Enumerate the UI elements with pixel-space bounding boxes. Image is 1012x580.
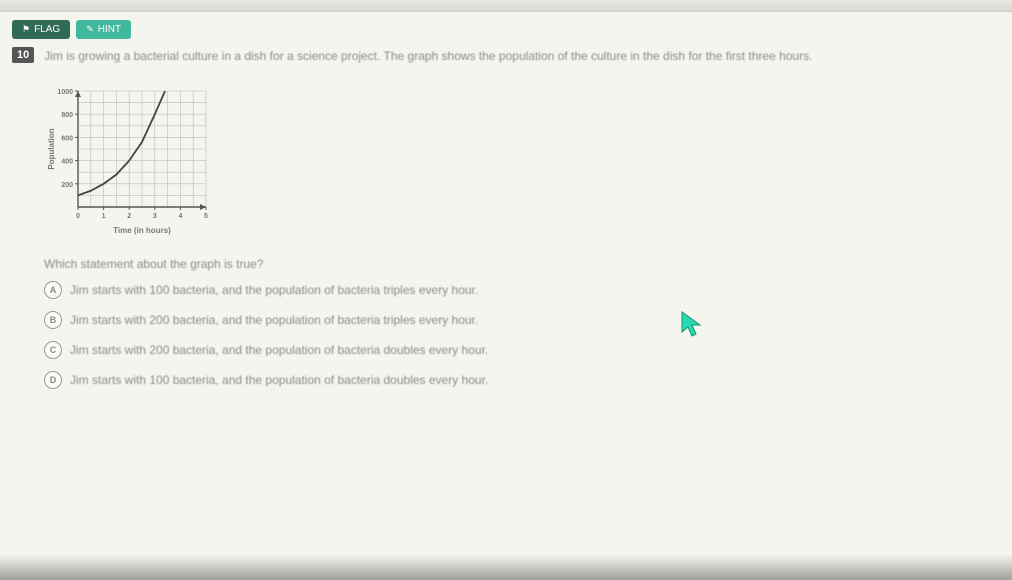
svg-text:400: 400 bbox=[61, 158, 73, 165]
svg-text:Population: Population bbox=[47, 128, 56, 169]
flag-button[interactable]: ⚑ FLAG bbox=[12, 20, 70, 39]
option-c[interactable]: C Jim starts with 200 bacteria, and the p… bbox=[44, 341, 1012, 359]
svg-text:800: 800 bbox=[61, 112, 73, 119]
option-letter-circle: D bbox=[44, 371, 62, 389]
svg-text:4: 4 bbox=[178, 213, 182, 220]
question-number: 10 bbox=[12, 47, 34, 63]
toolbar: ⚑ FLAG ✎ HINT bbox=[0, 12, 1012, 47]
svg-text:2: 2 bbox=[127, 213, 131, 220]
option-letter-circle: A bbox=[44, 281, 62, 299]
option-a[interactable]: A Jim starts with 100 bacteria, and the p… bbox=[44, 281, 1012, 299]
svg-text:1: 1 bbox=[102, 213, 106, 220]
svg-text:600: 600 bbox=[61, 135, 73, 142]
hint-label: HINT bbox=[98, 24, 121, 35]
svg-text:3: 3 bbox=[153, 213, 157, 220]
option-text: Jim starts with 200 bacteria, and the po… bbox=[70, 343, 488, 357]
svg-text:Time (in hours): Time (in hours) bbox=[113, 226, 171, 235]
options-list: A Jim starts with 100 bacteria, and the p… bbox=[0, 281, 1012, 389]
option-text: Jim starts with 200 bacteria, and the po… bbox=[70, 313, 478, 327]
option-d[interactable]: D Jim starts with 100 bacteria, and the p… bbox=[44, 371, 1012, 389]
pencil-icon: ✎ bbox=[86, 24, 94, 35]
hint-button[interactable]: ✎ HINT bbox=[76, 20, 131, 39]
svg-text:200: 200 bbox=[61, 182, 73, 189]
population-chart: 200 400 600 800 1000 0 1 2 3 4 5 Time (in hours) Pop… bbox=[44, 85, 234, 241]
option-letter-circle: B bbox=[44, 311, 62, 329]
svg-text:0: 0 bbox=[76, 213, 80, 220]
chart-container: 200 400 600 800 1000 0 1 2 3 4 5 Time (in hours) Pop… bbox=[0, 71, 1012, 251]
flag-label: FLAG bbox=[34, 24, 60, 35]
option-text: Jim starts with 100 bacteria, and the po… bbox=[70, 283, 478, 297]
option-text: Jim starts with 100 bacteria, and the po… bbox=[70, 373, 488, 387]
question-row: 10 Jim is growing a bacterial culture in… bbox=[0, 47, 1012, 71]
option-letter-circle: C bbox=[44, 341, 62, 359]
option-b[interactable]: B Jim starts with 200 bacteria, and the p… bbox=[44, 311, 1012, 329]
svg-text:1000: 1000 bbox=[57, 89, 73, 96]
svg-text:5: 5 bbox=[204, 213, 208, 220]
bottom-shadow bbox=[0, 554, 1012, 580]
question-text: Jim is growing a bacterial culture in a … bbox=[44, 47, 1000, 65]
flag-icon: ⚑ bbox=[22, 24, 30, 35]
sub-question: Which statement about the graph is true? bbox=[0, 251, 1012, 281]
window-top-strip bbox=[0, 0, 1012, 12]
